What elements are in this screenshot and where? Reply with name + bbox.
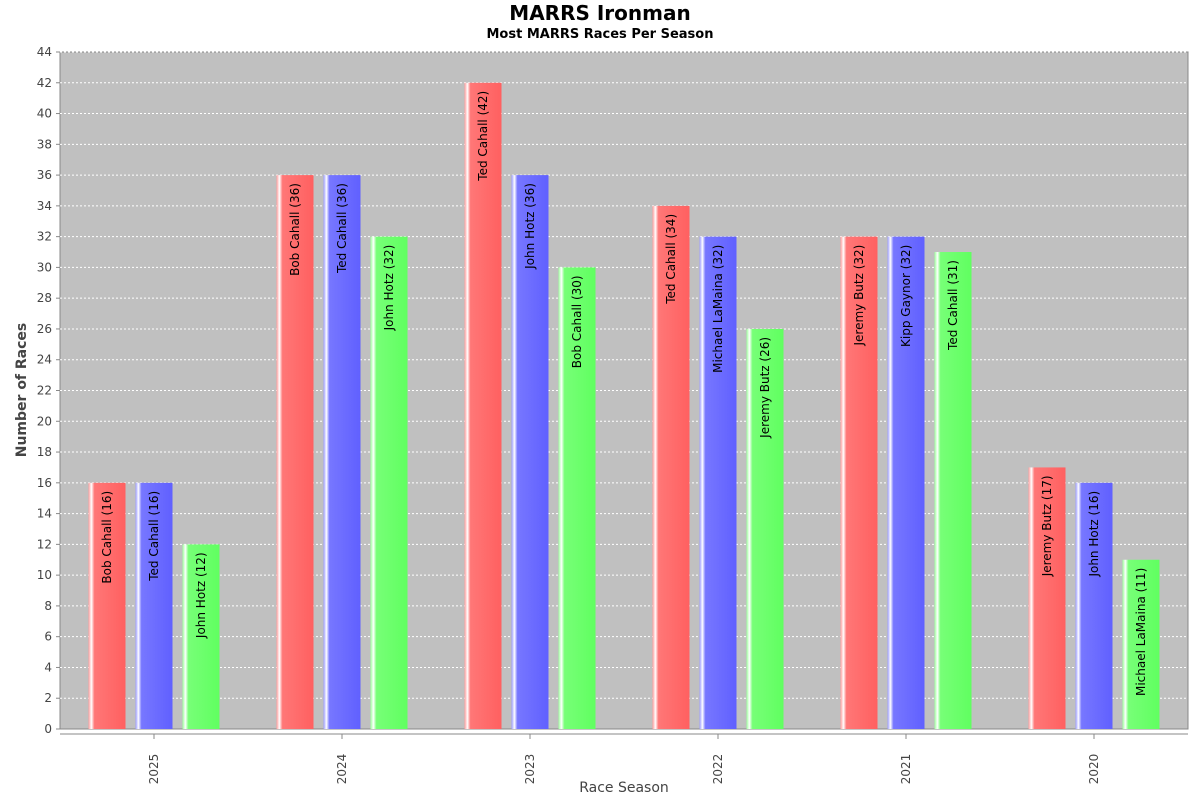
x-tick-label: 2021 [899, 754, 913, 785]
bar [934, 252, 972, 730]
y-tick-label: 6 [44, 630, 52, 644]
bar-label: Ted Cahall (42) [476, 91, 490, 182]
bar [746, 328, 784, 729]
bar-label: Ted Cahall (31) [946, 260, 960, 351]
bar [464, 82, 502, 730]
bar [699, 236, 737, 730]
y-tick-label: 22 [37, 384, 52, 398]
y-tick-label: 40 [37, 107, 52, 121]
bar-label: Bob Cahall (30) [570, 275, 584, 368]
y-tick-label: 28 [37, 291, 52, 305]
bar-label: Jeremy Butz (32) [852, 245, 866, 347]
bars: Bob Cahall (16) Ted Cahall (16) John Hotz … [88, 82, 1160, 730]
bar [276, 175, 314, 729]
x-axis-ticks: 2025 2024 2023 2022 2021 2020 [60, 733, 1188, 785]
x-tick-label: 2023 [523, 754, 537, 785]
bar [1028, 467, 1066, 729]
bar [652, 205, 690, 729]
y-tick-label: 2 [44, 691, 52, 705]
bar [840, 236, 878, 730]
bar [135, 482, 173, 729]
y-tick-label: 10 [37, 568, 52, 582]
y-tick-label: 44 [37, 45, 52, 59]
x-axis-title: Race Season [579, 780, 669, 796]
bar-label: John Hotz (12) [194, 552, 208, 639]
bar-label: Bob Cahall (36) [288, 183, 302, 276]
chart-title: MARRS Ironman [509, 1, 690, 25]
bar-label: John Hotz (16) [1087, 491, 1101, 578]
bar [370, 236, 408, 730]
bar [887, 236, 925, 730]
y-tick-label: 8 [44, 599, 52, 613]
bar-label: Ted Cahall (16) [147, 491, 161, 582]
y-tick-label: 20 [37, 414, 52, 428]
bar-label: Jeremy Butz (26) [758, 337, 772, 439]
bar-label: Michael LaMaina (32) [711, 245, 725, 373]
bar-label: Ted Cahall (36) [335, 183, 349, 274]
y-tick-label: 24 [37, 353, 52, 367]
chart-subtitle: Most MARRS Races Per Season [487, 27, 714, 42]
bar-label: Bob Cahall (16) [100, 491, 114, 584]
y-tick-label: 4 [44, 660, 52, 674]
bar-label: John Hotz (36) [523, 183, 537, 270]
bar [511, 175, 549, 729]
x-tick-label: 2020 [1087, 754, 1101, 785]
bar-label: John Hotz (32) [382, 245, 396, 332]
y-axis-title: Number of Races [14, 323, 30, 458]
x-tick-label: 2025 [147, 754, 161, 785]
bar-label: Jeremy Butz (17) [1040, 475, 1054, 577]
x-tick-label: 2024 [335, 754, 349, 785]
y-tick-label: 42 [37, 76, 52, 90]
y-tick-label: 38 [37, 137, 52, 151]
bar [1122, 559, 1160, 729]
y-tick-label: 16 [37, 476, 52, 490]
bar [323, 175, 361, 729]
x-tick-label: 2022 [711, 754, 725, 785]
bar-label: Michael LaMaina (11) [1134, 568, 1148, 696]
y-tick-label: 36 [37, 168, 52, 182]
bar [88, 482, 126, 729]
gridlines [60, 51, 1188, 699]
y-axis-ticks: 0246810121416182022242628303234363840424… [37, 45, 60, 736]
y-tick-label: 30 [37, 260, 52, 274]
y-tick-label: 12 [37, 537, 52, 551]
y-tick-label: 14 [37, 507, 52, 521]
y-tick-label: 34 [37, 199, 52, 213]
y-tick-label: 32 [37, 230, 52, 244]
bar-label: Ted Cahall (34) [664, 214, 678, 305]
y-tick-label: 26 [37, 322, 52, 336]
y-tick-label: 0 [44, 722, 52, 736]
bar [182, 544, 220, 729]
bar-label: Kipp Gaynor (32) [899, 245, 913, 347]
bar [1075, 482, 1113, 729]
bar [558, 267, 596, 729]
y-tick-label: 18 [37, 445, 52, 459]
